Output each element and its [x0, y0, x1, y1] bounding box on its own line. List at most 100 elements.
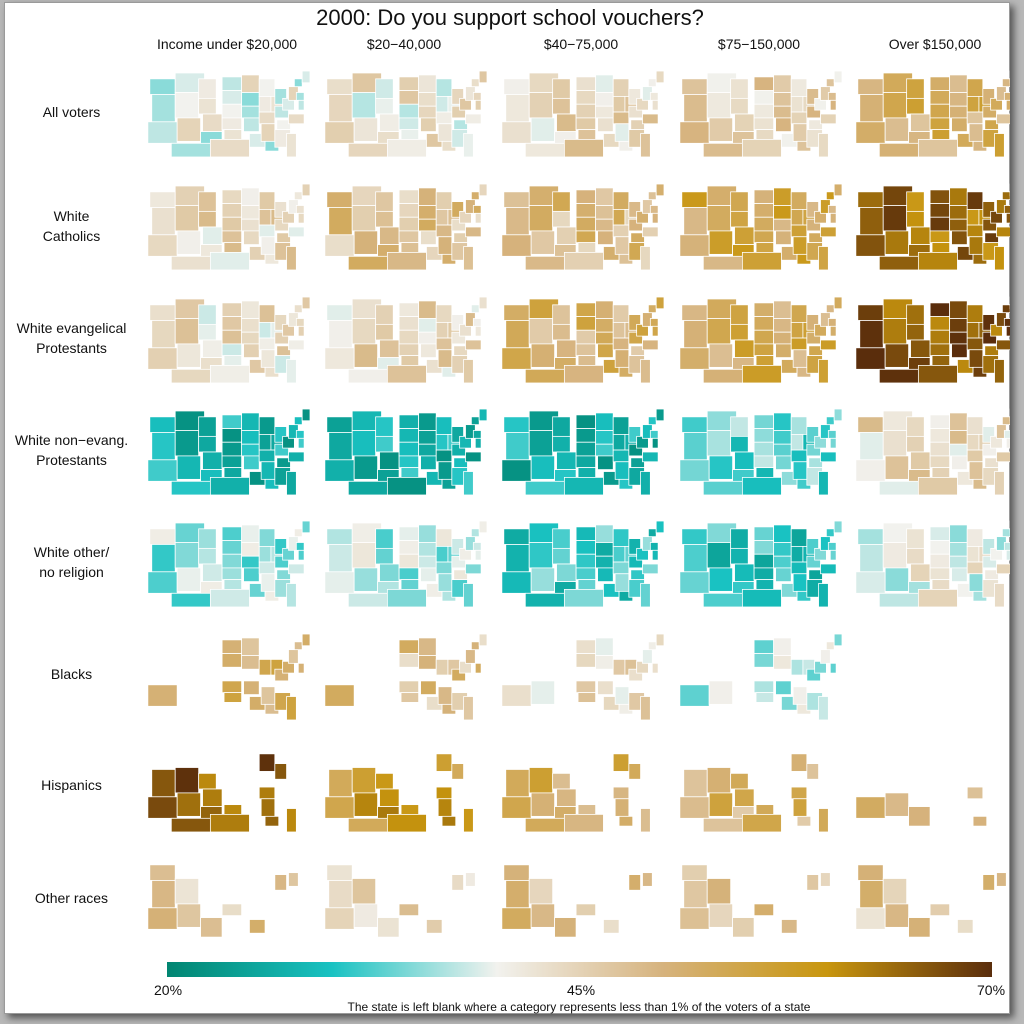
state-cell: [379, 563, 400, 582]
state-cell: [628, 314, 641, 331]
state-cell: [221, 343, 243, 357]
state-cell: [418, 205, 437, 220]
state-cell: [882, 878, 908, 905]
state-cell: [258, 449, 276, 463]
state-cell: [982, 314, 995, 331]
state-cell: [353, 343, 378, 368]
state-cell: [683, 320, 708, 349]
state-cell: [647, 528, 657, 538]
state-cell: [825, 641, 835, 651]
state-cell: [982, 201, 995, 218]
state-cell: [1003, 318, 1010, 327]
state-map: [674, 850, 842, 950]
state-cell: [221, 203, 243, 218]
state-cell: [198, 304, 217, 325]
state-cell: [1001, 528, 1010, 538]
column-header-20-40k: $20−40,000: [366, 36, 442, 52]
state-cell: [820, 339, 837, 351]
state-cell: [418, 331, 437, 345]
state-cell: [563, 139, 604, 158]
state-cell: [528, 878, 554, 905]
state-cell: [418, 524, 437, 543]
state-cell: [575, 639, 597, 654]
state-cell: [906, 547, 925, 565]
state-cell: [505, 94, 530, 123]
state-cell: [386, 589, 427, 608]
us-map-svg: [147, 408, 310, 496]
state-cell: [855, 907, 886, 930]
state-cell: [503, 416, 530, 433]
state-cell: [474, 549, 482, 561]
state-cell: [917, 139, 958, 158]
state-cell: [241, 105, 260, 119]
state-map: [674, 290, 842, 390]
state-cell: [501, 684, 532, 707]
state-cell: [258, 337, 276, 351]
state-cell: [597, 567, 614, 582]
state-cell: [577, 692, 597, 703]
state-cell: [833, 70, 842, 84]
state-cell: [241, 412, 260, 431]
state-cell: [679, 907, 710, 930]
state-cell: [649, 318, 659, 327]
row-label-white-non-evang: White non−evang. Protestants: [4, 430, 139, 470]
state-cell: [398, 653, 420, 668]
state-cell: [435, 449, 453, 463]
state-cell: [642, 451, 659, 463]
state-map: [142, 850, 310, 950]
state-cell: [554, 917, 577, 938]
state-cell: [174, 767, 200, 794]
state-cell: [628, 668, 643, 682]
us-map-svg: [324, 520, 487, 608]
state-cell: [451, 218, 466, 232]
state-cell: [968, 573, 984, 592]
state-cell: [859, 544, 884, 573]
state-cell: [773, 187, 792, 206]
state-cell: [243, 230, 260, 245]
state-cell: [241, 300, 260, 319]
state-cell: [949, 218, 968, 232]
state-cell: [353, 230, 378, 255]
state-cell: [755, 467, 775, 478]
state-cell: [577, 467, 597, 478]
state-cell: [906, 78, 925, 99]
state-cell: [398, 316, 420, 331]
state-cell: [982, 443, 997, 457]
state-cell: [147, 684, 178, 707]
state-cell: [790, 561, 808, 575]
state-cell: [288, 339, 305, 351]
state-cell: [966, 322, 980, 339]
state-cell: [530, 680, 555, 705]
state-cell: [351, 878, 377, 905]
state-cell: [149, 528, 176, 545]
state-cell: [198, 772, 217, 790]
state-cell: [552, 210, 571, 228]
state-cell: [463, 133, 474, 158]
state-cell: [398, 76, 420, 91]
state-cell: [833, 408, 842, 422]
state-cell: [530, 455, 555, 480]
state-cell: [575, 90, 597, 105]
state-cell: [790, 659, 804, 676]
state-cell: [274, 763, 287, 780]
state-cell: [753, 117, 775, 131]
state-cell: [949, 74, 968, 93]
state-cell: [829, 99, 837, 111]
state-cell: [1005, 549, 1010, 561]
state-cell: [274, 555, 289, 569]
state-cell: [386, 139, 427, 158]
state-cell: [792, 798, 808, 817]
state-cell: [221, 103, 243, 119]
state-cell: [577, 355, 597, 366]
state-cell: [328, 320, 353, 349]
state-cell: [258, 111, 276, 125]
state-cell: [470, 416, 480, 426]
state-cell: [418, 637, 437, 656]
state-cell: [949, 187, 968, 206]
state-cell: [198, 416, 217, 437]
us-map-svg: [855, 296, 1010, 384]
state-cell: [906, 97, 925, 115]
state-cell: [221, 903, 243, 917]
state-cell: [503, 864, 530, 881]
state-cell: [681, 864, 708, 881]
